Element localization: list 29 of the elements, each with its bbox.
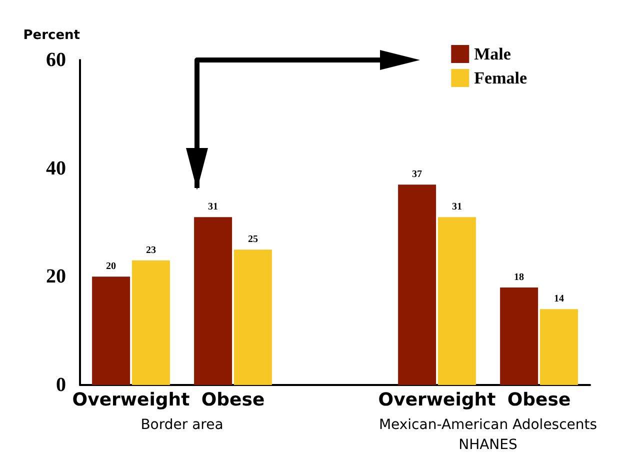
legend-label: Female (474, 68, 528, 88)
y-tick-label: 40 (46, 157, 66, 180)
bar (540, 309, 578, 385)
x-tick-label: Obese (507, 390, 571, 410)
data-label: 31 (452, 202, 462, 213)
data-label: 18 (514, 272, 524, 283)
bar (438, 217, 476, 385)
legend-label: Male (474, 44, 512, 64)
bar (194, 217, 232, 385)
bar (500, 288, 538, 385)
y-axis-title: Percent (23, 28, 80, 43)
text: Mexican-American Adolescents NHANES (378, 417, 598, 453)
text: Border area (140, 417, 224, 433)
x-tick-label: Overweight (378, 390, 496, 410)
bar (132, 260, 170, 385)
bar (398, 184, 436, 385)
x-tick-label: Obese (201, 390, 265, 410)
data-label: 31 (208, 202, 218, 213)
y-tick-label: 0 (56, 374, 66, 396)
data-label: 25 (248, 234, 258, 246)
data-label: 37 (412, 169, 422, 180)
data-label: 20 (106, 261, 116, 272)
y-tick-label: 60 (46, 49, 66, 71)
y-tick-label: 20 (46, 266, 66, 288)
data-label: 14 (554, 294, 564, 305)
x-tick-label: Overweight (72, 390, 190, 410)
bar (234, 250, 272, 385)
data-label: 23 (146, 244, 156, 256)
bar (92, 276, 130, 385)
